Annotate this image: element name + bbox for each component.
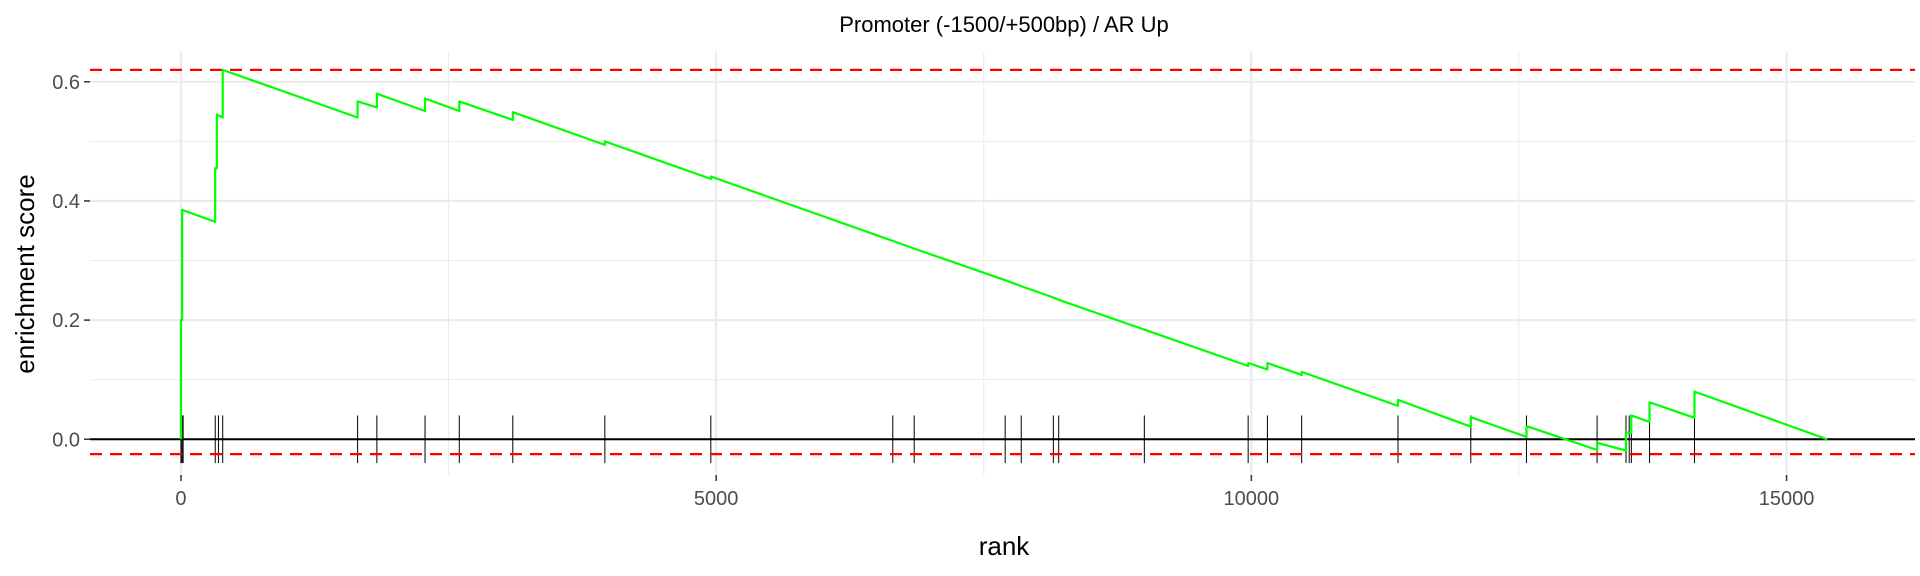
x-tick-label: 10000 — [1224, 488, 1280, 510]
reference-lines — [90, 68, 1915, 456]
x-tick-label: 0 — [175, 488, 186, 510]
axis-tick-labels: 0 5000 10000 15000 0.0 0.2 0.4 0.6 — [52, 72, 1814, 510]
x-tick-label: 5000 — [694, 488, 739, 510]
enrichment-curve — [179, 68, 1828, 452]
chart-title: Promoter (-1500/+500bp) / AR Up — [839, 12, 1169, 37]
y-axis-title: enrichment score — [10, 174, 40, 373]
y-tick-label: 0.4 — [52, 191, 80, 213]
y-tick-label: 0.2 — [52, 310, 80, 332]
y-tick-label: 0.0 — [52, 429, 80, 451]
enrichment-curve-layer — [179, 68, 1828, 452]
y-tick-label: 0.6 — [52, 72, 80, 94]
x-tick-label: 15000 — [1759, 488, 1815, 510]
x-axis-title: rank — [979, 531, 1031, 561]
